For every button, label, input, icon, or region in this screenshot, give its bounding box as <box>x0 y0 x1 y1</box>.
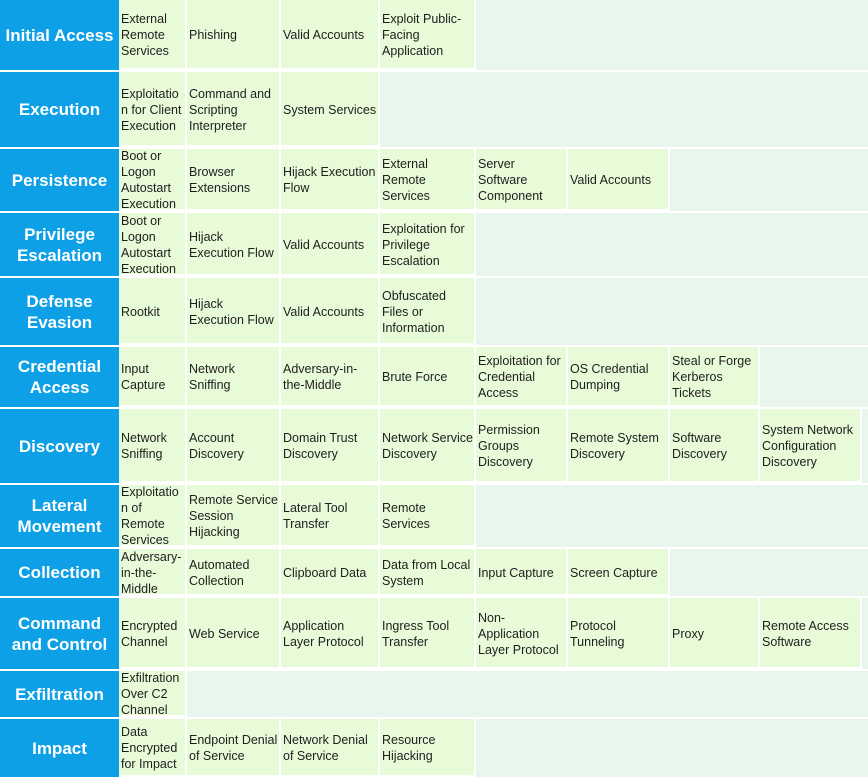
technique-cell: Domain Trust Discovery <box>281 409 380 483</box>
technique-cell: External Remote Services <box>119 0 187 70</box>
tactic-row: Execution Exploitation for Client Executi… <box>0 72 868 147</box>
technique-cell: Remote Access Software <box>760 598 862 669</box>
technique-cell: OS Credential Dumping <box>568 347 670 407</box>
technique-cell: Screen Capture <box>568 549 670 596</box>
technique-cell: Proxy <box>670 598 760 669</box>
technique-cell: Remote System Discovery <box>568 409 670 483</box>
technique-cell: Remote Services <box>380 485 476 547</box>
row-divider <box>0 547 868 549</box>
technique-cell: Boot or Logon Autostart Execution <box>119 213 187 276</box>
technique-cell: Remote Service Session Hijacking <box>187 485 281 547</box>
tactic-header: Command and Control <box>0 598 119 669</box>
tactic-header: Discovery <box>0 409 119 483</box>
row-divider <box>0 407 868 409</box>
tactic-row: Persistence Boot or Logon Autostart Execu… <box>0 149 868 211</box>
technique-cell: Encrypted Channel <box>119 598 187 669</box>
tactic-row: Privilege Escalation Boot or Logon Autost… <box>0 213 868 276</box>
tactic-row: Exfiltration Exfiltration Over C2 Channel <box>0 671 868 717</box>
technique-cell: Clipboard Data <box>281 549 380 596</box>
technique-cell: Resource Hijacking <box>380 719 476 777</box>
technique-cell: Software Discovery <box>670 409 760 483</box>
tactic-header: Persistence <box>0 149 119 211</box>
technique-cell: Network Sniffing <box>119 409 187 483</box>
technique-cell: Adversary-in-the-Middle <box>119 549 187 596</box>
technique-cell: Valid Accounts <box>281 278 380 345</box>
technique-cell: Boot or Logon Autostart Execution <box>119 149 187 211</box>
technique-cell: Adversary-in-the-Middle <box>281 347 380 407</box>
tactic-header: Exfiltration <box>0 671 119 717</box>
tactic-header: Credential Access <box>0 347 119 407</box>
technique-cell: Web Service <box>187 598 281 669</box>
technique-cell: Data Encrypted for Impact <box>119 719 187 777</box>
technique-cell: Valid Accounts <box>568 149 670 211</box>
technique-cell: Network Service Discovery <box>380 409 476 483</box>
tactic-header: Defense Evasion <box>0 278 119 345</box>
technique-cell: Data from Local System <box>380 549 476 596</box>
row-divider <box>0 70 868 72</box>
technique-cell: System Network Configuration Discovery <box>760 409 862 483</box>
technique-cell: Automated Collection <box>187 549 281 596</box>
row-divider <box>0 717 868 719</box>
row-divider <box>0 345 868 347</box>
technique-cell: System Services <box>281 72 380 147</box>
tactic-row: Credential Access Input Capture Network Sn… <box>0 347 868 407</box>
tactic-row: Defense Evasion Rootkit Hijack Execution F… <box>0 278 868 345</box>
technique-cell: Protocol Tunneling <box>568 598 670 669</box>
row-divider <box>0 483 868 485</box>
tactic-row: Collection Adversary-in-the-Middle Automat… <box>0 549 868 596</box>
tactic-header: Impact <box>0 719 119 777</box>
technique-cell: Permission Groups Discovery <box>476 409 568 483</box>
tactic-header: Privilege Escalation <box>0 213 119 276</box>
technique-cell: Application Layer Protocol <box>281 598 380 669</box>
technique-cell: Exploitation for Client Execution <box>119 72 187 147</box>
tactic-row: Impact Data Encrypted for Impact Endpoint … <box>0 719 868 777</box>
row-divider <box>0 596 868 598</box>
technique-cell: Command and Scripting Interpreter <box>187 72 281 147</box>
technique-cell: Hijack Execution Flow <box>187 278 281 345</box>
tactic-row: Lateral Movement Exploitation of Remote S… <box>0 485 868 547</box>
technique-cell: Exfiltration Over C2 Channel <box>119 671 187 717</box>
technique-cell: Exploitation for Credential Access <box>476 347 568 407</box>
technique-cell: Exploit Public-Facing Application <box>380 0 476 70</box>
row-divider <box>0 276 868 278</box>
technique-cell: Obfuscated Files or Information <box>380 278 476 345</box>
technique-cell: Network Denial of Service <box>281 719 380 777</box>
technique-cell: Network Sniffing <box>187 347 281 407</box>
technique-cell: External Remote Services <box>380 149 476 211</box>
tactic-header: Collection <box>0 549 119 596</box>
technique-cell: Steal or Forge Kerberos Tickets <box>670 347 760 407</box>
row-divider <box>0 147 868 149</box>
row-divider <box>0 669 868 671</box>
tactic-row: Discovery Network Sniffing Account Discove… <box>0 409 868 483</box>
tactic-row: Initial Access External Remote Services Ph… <box>0 0 868 70</box>
technique-cell: Hijack Execution Flow <box>187 213 281 276</box>
technique-cell: Input Capture <box>119 347 187 407</box>
technique-cell: Hijack Execution Flow <box>281 149 380 211</box>
technique-cell: Lateral Tool Transfer <box>281 485 380 547</box>
technique-cell: Brute Force <box>380 347 476 407</box>
technique-cell: Valid Accounts <box>281 213 380 276</box>
technique-cell: Valid Accounts <box>281 0 380 70</box>
technique-cell: Endpoint Denial of Service <box>187 719 281 777</box>
technique-cell: Rootkit <box>119 278 187 345</box>
technique-cell: Input Capture <box>476 549 568 596</box>
tactic-header: Lateral Movement <box>0 485 119 547</box>
row-divider <box>0 777 868 779</box>
technique-cell: Browser Extensions <box>187 149 281 211</box>
technique-cell: Account Discovery <box>187 409 281 483</box>
technique-cell: Exploitation for Privilege Escalation <box>380 213 476 276</box>
technique-cell: Phishing <box>187 0 281 70</box>
tactic-row: Command and Control Encrypted Channel Web … <box>0 598 868 669</box>
row-divider <box>0 211 868 213</box>
tactic-header: Execution <box>0 72 119 147</box>
technique-cell: Non-Application Layer Protocol <box>476 598 568 669</box>
tactic-header: Initial Access <box>0 0 119 70</box>
technique-cell: Exploitation of Remote Services <box>119 485 187 547</box>
technique-cell: Server Software Component <box>476 149 568 211</box>
technique-cell: Ingress Tool Transfer <box>380 598 476 669</box>
